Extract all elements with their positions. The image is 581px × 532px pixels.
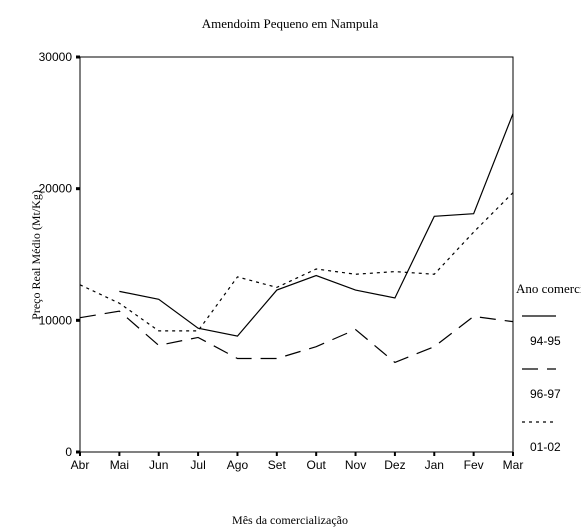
x-tick-label: Abr xyxy=(71,458,90,472)
y-tick-label: 30000 xyxy=(39,50,73,64)
legend-label: 01-02 xyxy=(530,440,561,454)
x-tick-label: Out xyxy=(307,458,327,472)
legend-title: Ano comercial xyxy=(516,281,581,296)
x-tick-label: Jan xyxy=(425,458,444,472)
x-tick-label: Ago xyxy=(227,458,249,472)
plot-frame xyxy=(79,56,514,453)
series-line xyxy=(79,310,514,364)
x-axis-label: Mês da comercialização xyxy=(232,513,348,527)
x-tick-label: Jun xyxy=(149,458,168,472)
series-line xyxy=(79,192,514,332)
y-tick-label: 10000 xyxy=(39,313,73,327)
y-tick-label: 0 xyxy=(65,445,72,459)
x-tick-label: Set xyxy=(268,458,287,472)
x-tick-label: Jul xyxy=(190,458,205,472)
x-tick-label: Dez xyxy=(384,458,405,472)
x-tick-label: Mar xyxy=(503,458,524,472)
legend-label: 96-97 xyxy=(530,387,561,401)
y-tick-label: 20000 xyxy=(39,182,73,196)
x-tick-label: Nov xyxy=(345,458,366,472)
legend-label: 94-95 xyxy=(530,334,561,348)
chart-title: Amendoim Pequeno em Nampula xyxy=(202,16,379,31)
x-tick-label: Mai xyxy=(110,458,129,472)
y-axis-label: Preço Real Médio (Mt/Kg) xyxy=(29,190,43,320)
series-line xyxy=(119,113,514,337)
x-tick-label: Fev xyxy=(464,458,484,472)
